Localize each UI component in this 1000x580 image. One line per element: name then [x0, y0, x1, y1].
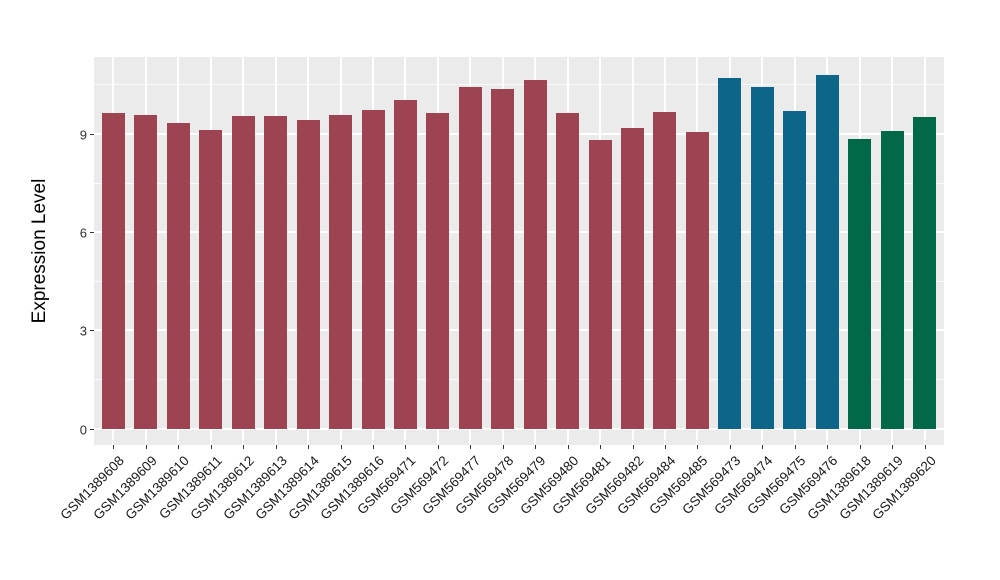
- bar-GSM569480: [556, 112, 579, 429]
- y-tick-label: 6: [79, 225, 87, 241]
- bar-GSM569479: [524, 80, 547, 429]
- bar-GSM1389619: [881, 130, 904, 429]
- bar-GSM569478: [491, 89, 514, 429]
- bar-GSM569481: [589, 140, 612, 429]
- bar-GSM1389613: [264, 116, 287, 429]
- y-tick-label: 0: [79, 422, 87, 438]
- x-tick-mark: [405, 445, 406, 449]
- gridline-major: [94, 329, 944, 332]
- plot-panel: [94, 57, 944, 445]
- bar-GSM1389608: [102, 112, 125, 429]
- bar-GSM1389614: [297, 119, 320, 429]
- bar-GSM569471: [394, 99, 417, 429]
- y-tick-mark: [90, 134, 94, 135]
- bar-GSM569477: [459, 87, 482, 429]
- x-tick-mark: [697, 445, 698, 449]
- bar-GSM1389618: [848, 138, 871, 429]
- x-tick-mark: [762, 445, 763, 449]
- bar-GSM1389609: [134, 115, 157, 429]
- x-tick-mark: [730, 445, 731, 449]
- bar-GSM1389610: [167, 123, 190, 429]
- bar-GSM569475: [783, 111, 806, 429]
- bar-GSM569472: [426, 112, 449, 429]
- bar-GSM569482: [621, 128, 644, 429]
- x-tick-mark: [633, 445, 634, 449]
- x-tick-mark: [925, 445, 926, 449]
- x-tick-mark: [243, 445, 244, 449]
- bar-GSM1389611: [199, 129, 222, 429]
- x-tick-mark: [860, 445, 861, 449]
- bar-GSM569484: [653, 112, 676, 429]
- bar-GSM569485: [686, 131, 709, 429]
- bar-GSM569473: [718, 78, 741, 429]
- bar-GSM1389615: [329, 114, 352, 429]
- bar-GSM1389612: [232, 115, 255, 429]
- x-tick-mark: [535, 445, 536, 449]
- bar-GSM569474: [751, 87, 774, 429]
- x-tick-mark: [503, 445, 504, 449]
- gridline-major: [94, 132, 944, 135]
- gridline-minor: [94, 280, 944, 282]
- x-tick-mark: [178, 445, 179, 449]
- x-tick-mark: [276, 445, 277, 449]
- x-tick-mark: [211, 445, 212, 449]
- y-tick-mark: [90, 330, 94, 331]
- y-tick-mark: [90, 232, 94, 233]
- bar-GSM1389620: [913, 117, 936, 429]
- gridline-minor: [94, 84, 944, 86]
- x-tick-mark: [795, 445, 796, 449]
- gridline-major: [94, 427, 944, 430]
- gridline-major: [94, 231, 944, 234]
- x-tick-mark: [568, 445, 569, 449]
- bar-GSM569476: [816, 74, 839, 429]
- x-tick-mark: [600, 445, 601, 449]
- gridline-minor: [94, 182, 944, 184]
- x-tick-mark: [113, 445, 114, 449]
- x-tick-mark: [827, 445, 828, 449]
- x-tick-mark: [665, 445, 666, 449]
- bar-GSM1389616: [362, 109, 385, 429]
- x-tick-mark: [341, 445, 342, 449]
- y-tick-label: 3: [79, 323, 87, 339]
- y-tick-label: 9: [79, 127, 87, 143]
- y-axis-title: Expression Level: [29, 178, 50, 324]
- x-tick-mark: [308, 445, 309, 449]
- x-tick-mark: [470, 445, 471, 449]
- x-tick-mark: [146, 445, 147, 449]
- x-tick-mark: [438, 445, 439, 449]
- gridline-minor: [94, 379, 944, 380]
- x-tick-mark: [373, 445, 374, 449]
- y-tick-mark: [90, 429, 94, 430]
- x-tick-mark: [892, 445, 893, 449]
